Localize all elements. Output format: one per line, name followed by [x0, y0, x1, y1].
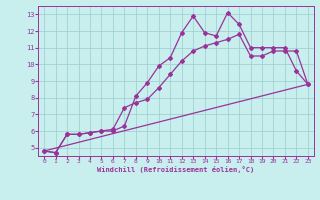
X-axis label: Windchill (Refroidissement éolien,°C): Windchill (Refroidissement éolien,°C) — [97, 166, 255, 173]
